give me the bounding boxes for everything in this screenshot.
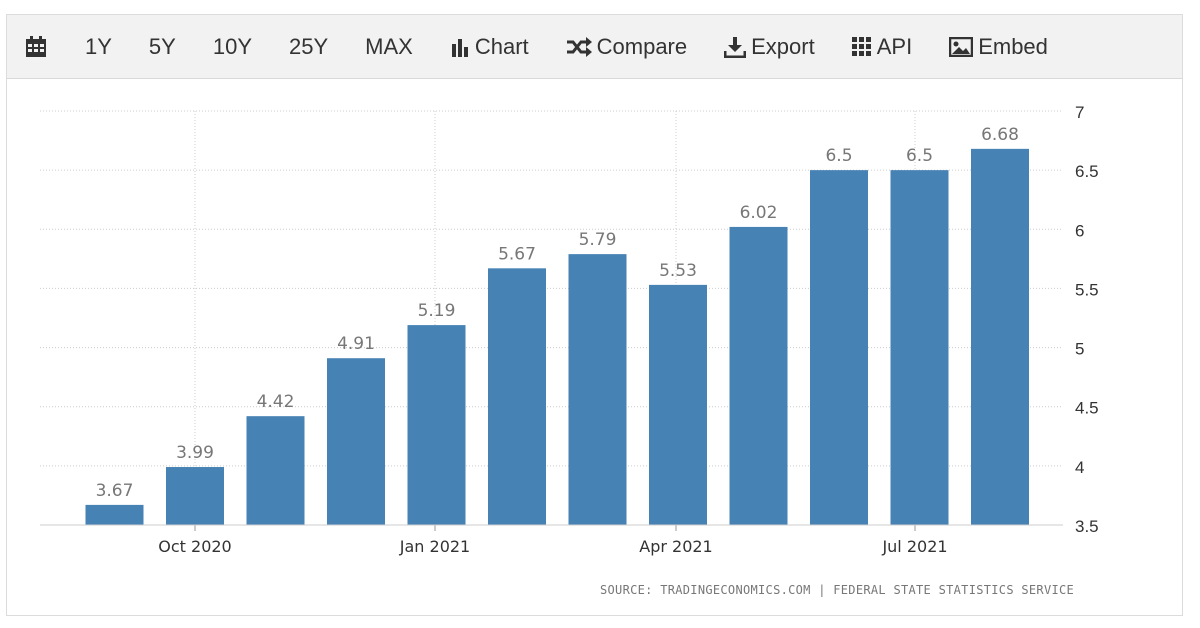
range-10y-button[interactable]: 10Y (209, 27, 256, 67)
data-label: 5.19 (418, 301, 456, 321)
bar (407, 325, 466, 525)
data-label: 3.99 (176, 443, 214, 463)
image-icon (949, 36, 974, 57)
compare-label: Compare (596, 33, 688, 59)
api-label: API (876, 33, 913, 59)
calendar-button[interactable] (21, 27, 51, 67)
shuffle-icon (566, 36, 592, 57)
y-tick-label: 3.5 (1075, 517, 1099, 536)
y-tick-label: 6.5 (1075, 162, 1099, 181)
embed-label: Embed (978, 33, 1048, 59)
y-tick-label: 6 (1075, 221, 1084, 240)
x-tick-label: Jul 2021 (881, 537, 947, 556)
bar (488, 268, 546, 525)
bar (729, 226, 788, 526)
y-tick-label: 4.5 (1075, 399, 1099, 418)
bar (890, 170, 949, 525)
data-label: 4.42 (257, 392, 295, 412)
bar (810, 170, 868, 525)
grid-icon (851, 36, 872, 57)
chart-button[interactable]: Chart (446, 27, 533, 67)
bar-chart-icon (450, 37, 470, 57)
embed-button[interactable]: Embed (945, 27, 1052, 67)
range-1y-button[interactable]: 1Y (81, 27, 116, 67)
y-tick-label: 4 (1075, 458, 1084, 477)
data-label: 6.5 (906, 146, 933, 166)
export-button[interactable]: Export (720, 27, 819, 67)
data-label: 5.67 (498, 244, 536, 264)
source-note: SOURCE: TRADINGECONOMICS.COM | FEDERAL S… (600, 583, 1075, 597)
x-tick-label: Oct 2020 (158, 537, 231, 556)
bar (971, 148, 1029, 525)
data-label: 6.5 (825, 146, 852, 166)
compare-button[interactable]: Compare (562, 27, 691, 67)
y-tick-label: 7 (1075, 103, 1084, 122)
chart-label: Chart (474, 33, 529, 59)
range-1y-label: 1Y (85, 33, 112, 59)
data-label: 5.53 (659, 261, 697, 281)
x-tick-label: Apr 2021 (639, 537, 712, 556)
y-tick-label: 5.5 (1075, 280, 1099, 299)
data-label: 6.02 (740, 203, 778, 223)
api-button[interactable]: API (848, 27, 916, 67)
bar (246, 416, 305, 525)
range-max-label: MAX (365, 33, 413, 59)
range-10y-label: 10Y (212, 33, 252, 59)
data-label: 5.79 (579, 230, 617, 250)
export-label: Export (751, 33, 815, 59)
bar (568, 254, 627, 525)
range-5y-label: 5Y (148, 33, 176, 59)
range-max-button[interactable]: MAX (361, 27, 417, 67)
range-5y-button[interactable]: 5Y (145, 27, 180, 67)
range-25y-button[interactable]: 25Y (285, 27, 332, 67)
bar (327, 358, 385, 525)
range-25y-label: 25Y (289, 33, 329, 59)
chart-toolbar: 1Y 5Y 10Y 25Y MAX Chart (7, 15, 1182, 79)
calendar-icon (25, 35, 47, 58)
y-tick-label: 5 (1075, 340, 1084, 359)
data-label: 3.67 (96, 481, 134, 501)
bar (649, 284, 707, 525)
bar (85, 504, 144, 525)
data-label: 6.68 (981, 125, 1019, 145)
download-icon (724, 36, 747, 58)
bar (166, 467, 224, 525)
x-tick-label: Jan 2021 (399, 537, 470, 556)
data-label: 4.91 (337, 334, 375, 354)
